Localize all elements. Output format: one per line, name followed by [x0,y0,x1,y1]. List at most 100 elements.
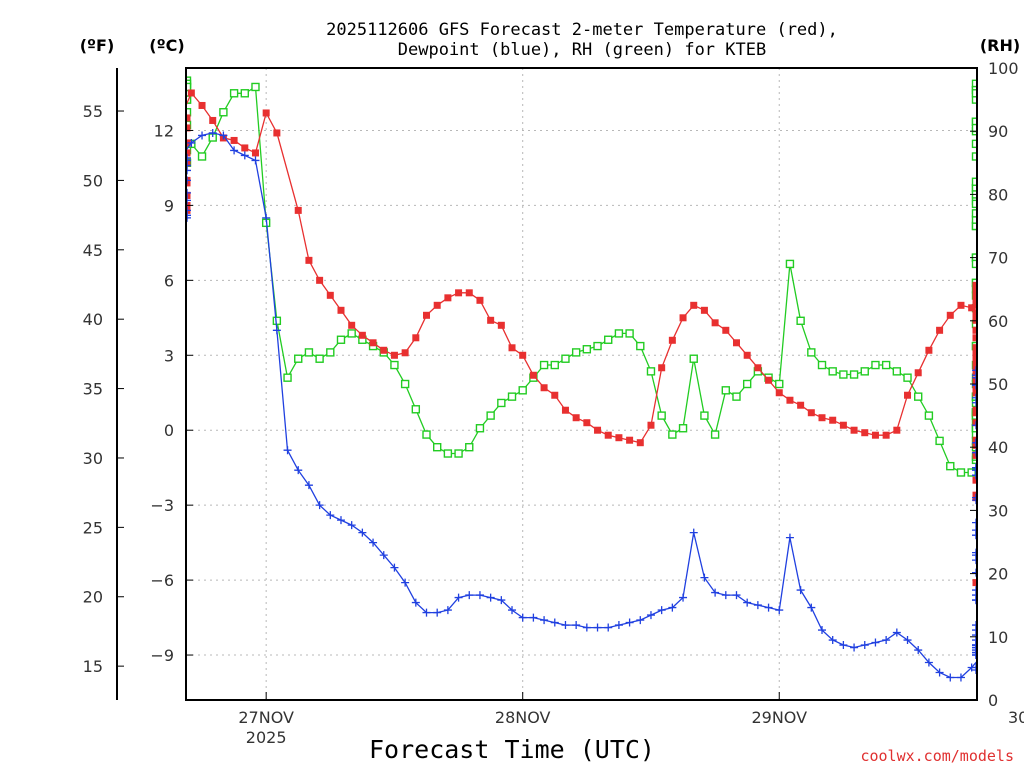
x-tick-year-label: 2025 [246,728,287,747]
2-meter-temperature-point [936,326,944,334]
2-meter-temperature-point [829,416,837,424]
rh-point [721,386,731,395]
fahrenheit-tick-label: 20 [83,588,103,607]
2-meter-temperature-point [487,316,495,324]
plot-frame [185,67,978,701]
2-meter-temperature-point [972,476,977,484]
2-meter-temperature-point [561,406,569,414]
2-meter-temperature-point [626,436,634,444]
x-tick-label: 27NOV [238,708,294,727]
dewpoint-point [283,446,292,455]
rh-tick-label: 60 [988,312,1008,331]
2-meter-temperature-line [186,91,977,444]
dewpoint-point [679,593,688,602]
2-meter-temperature-point [647,421,655,429]
rh-point [400,379,410,389]
dewpoint-line [186,132,977,679]
rh-point [582,345,592,354]
2-meter-temperature-point [262,109,270,117]
dewpoint-point [262,213,271,222]
2-meter-temperature-point [972,451,977,459]
rh-point [518,386,527,395]
fahrenheit-tick-label: 50 [83,171,103,190]
rh-tick-label: 10 [988,628,1008,647]
chart-title-line-2: Dewpoint (blue), RH (green) for KTEB [398,40,766,60]
dewpoint-point [390,563,399,572]
celsius-tick-label: 12 [154,121,174,140]
2-meter-temperature-point [186,191,191,199]
dewpoint-point [946,673,955,682]
2-meter-temperature-point [540,384,548,392]
2-meter-temperature-point [839,421,847,429]
rh-tick-label: 100 [988,59,1019,78]
2-meter-temperature-point [348,321,356,329]
2-meter-temperature-point [668,336,676,344]
2-meter-temperature-point [187,89,195,97]
rh-point [871,360,880,370]
2-meter-temperature-point [572,414,580,422]
2-meter-temperature-point [732,339,740,347]
rh-point [710,430,720,439]
dewpoint-point [711,588,720,597]
credit-text: coolwx.com/models [860,747,1014,765]
dewpoint-point [358,528,367,537]
2-meter-temperature-point [497,321,505,329]
rh-point [935,436,944,446]
chart-title-line-1: 2025112606 GFS Forecast 2-meter Temperat… [326,20,838,40]
celsius-tick-label: −6 [150,571,174,590]
dewpoint-point [882,636,891,645]
dewpoint-point [508,606,517,615]
dewpoint-point [764,603,773,612]
2-meter-temperature-point [972,376,977,384]
rh-point [614,329,624,338]
dewpoint-point [614,621,623,630]
2-meter-temperature-point [251,149,259,157]
2-meter-temperature-point [209,116,217,124]
2-meter-temperature-point [957,301,965,309]
2-meter-temperature-point [294,206,302,214]
dewpoint-point [604,623,613,632]
2-meter-temperature-point [583,419,591,427]
rh-point [229,89,239,98]
dewpoint-point [582,623,591,632]
2-meter-temperature-point [316,276,324,284]
2-meter-temperature-point [186,114,191,122]
2-meter-temperature-point [972,349,977,357]
rh-point [497,398,506,408]
rh-series [186,76,977,477]
rh-point [689,354,698,363]
dewpoint-point [850,643,859,652]
2-meter-temperature-point [326,291,334,299]
rh-point [283,373,292,382]
dewpoint-point [636,616,645,625]
rh-point [924,411,934,420]
2-meter-temperature-point [722,326,730,334]
2-meter-temperature-point [904,391,912,399]
dewpoint-point [208,128,217,137]
2-meter-temperature-point [186,179,191,187]
2-meter-temperature-point [797,401,805,409]
2-meter-temperature-point [241,144,249,152]
2-meter-temperature-point [972,409,977,417]
2-meter-temperature-point [807,409,815,417]
celsius-tick-label: 0 [164,421,174,440]
2-meter-temperature-point [337,306,345,314]
rh-point [443,449,453,458]
rh-tick-label: 50 [988,375,1008,394]
rh-point [785,259,795,269]
dewpoint-point [828,636,837,645]
rh-point [240,89,249,98]
2-meter-temperature-point [508,344,516,352]
dewpoint-point [294,466,303,475]
dewpoint-point [219,131,228,140]
rh-tick-label: 70 [988,249,1008,268]
celsius-tick-label: 3 [164,346,174,365]
dewpoint-point [818,626,827,635]
rh-point [807,348,816,357]
2-meter-temperature-point [765,376,773,384]
2-meter-temperature-point [871,431,879,439]
dewpoint-point [433,608,442,617]
2-meter-temperature-point [636,439,644,447]
2-meter-temperature-point [519,351,527,359]
rh-point [817,360,827,370]
